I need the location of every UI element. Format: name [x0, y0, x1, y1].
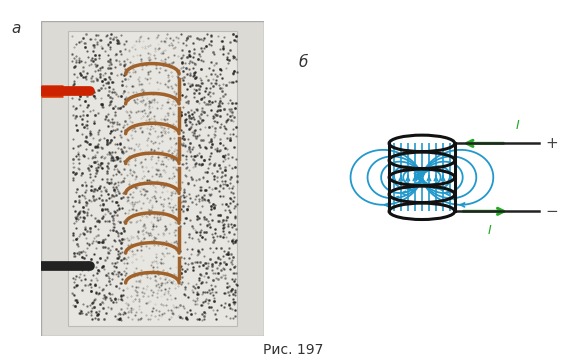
Text: I: I [516, 119, 520, 132]
Text: б: б [299, 55, 308, 70]
Text: a: a [12, 21, 21, 36]
Text: −: − [545, 204, 558, 219]
Text: Рис. 197: Рис. 197 [263, 343, 323, 357]
Bar [68, 31, 237, 326]
Text: I: I [488, 224, 492, 237]
Text: +: + [545, 136, 558, 151]
